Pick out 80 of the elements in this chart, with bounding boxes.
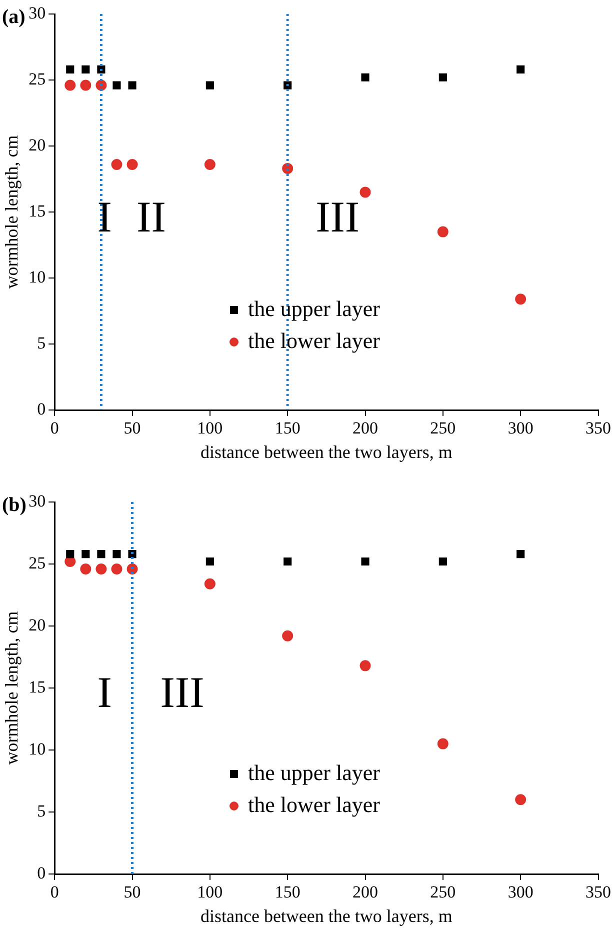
x-tick-label: 250 — [430, 882, 456, 902]
y-tick-label: 0 — [37, 399, 46, 418]
point — [360, 186, 371, 198]
y-tick-label: 25 — [28, 69, 46, 88]
point — [437, 226, 448, 238]
x-tick-label: 150 — [274, 418, 300, 438]
legend-label: the lower layer — [248, 328, 381, 353]
point — [97, 550, 106, 558]
point — [284, 557, 292, 566]
x-tick-label: 100 — [197, 882, 223, 902]
point — [128, 81, 136, 90]
x-tick-label: 150 — [274, 882, 300, 902]
point — [96, 563, 107, 574]
point — [206, 557, 214, 566]
point — [97, 65, 106, 74]
point — [204, 158, 216, 170]
point — [284, 81, 292, 90]
point — [66, 550, 74, 558]
point — [204, 578, 216, 590]
annotation: II — [136, 192, 166, 242]
point — [66, 65, 74, 74]
point — [111, 563, 122, 574]
y-tick-label: 10 — [28, 267, 46, 286]
point — [126, 158, 138, 170]
point — [438, 73, 447, 82]
point — [438, 557, 447, 566]
point — [206, 81, 214, 90]
y-tick-label: 10 — [28, 739, 46, 758]
x-tick-label: 250 — [430, 418, 456, 438]
point — [360, 660, 371, 672]
y-tick-label: 0 — [37, 863, 46, 882]
x-tick-label: 200 — [352, 882, 378, 902]
x-tick-label: 300 — [508, 418, 534, 438]
point — [516, 65, 525, 74]
x-tick-label: 350 — [586, 418, 611, 438]
x-tick-label: 350 — [586, 882, 611, 902]
y-tick-label: 15 — [28, 677, 46, 696]
point — [437, 738, 448, 750]
point — [111, 158, 122, 170]
point — [361, 557, 370, 566]
point — [515, 294, 526, 305]
point — [282, 630, 294, 642]
annotation: I — [97, 192, 112, 242]
point — [361, 73, 370, 82]
x-axis-title: distance between the two layers, m — [200, 442, 452, 462]
chart-title: (b) — [2, 494, 26, 516]
y-tick-label: 30 — [28, 491, 46, 510]
point — [64, 80, 76, 91]
x-tick-label: 50 — [124, 882, 141, 902]
x-axis-title: distance between the two layers, m — [200, 906, 452, 926]
y-tick-label: 20 — [28, 615, 46, 634]
chart-title: (a) — [2, 6, 26, 28]
annotation: III — [316, 192, 360, 242]
y-axis-title: wormhole length, cm — [2, 611, 22, 765]
y-tick-label: 15 — [28, 201, 46, 220]
point — [112, 81, 121, 90]
point — [80, 563, 92, 574]
point — [515, 794, 526, 806]
legend-label: the upper layer — [248, 296, 381, 321]
point — [82, 550, 90, 558]
x-tick-label: 0 — [50, 418, 59, 438]
annotation: I — [97, 668, 112, 718]
x-tick-label: 300 — [508, 882, 534, 902]
point — [516, 550, 525, 558]
annotation: III — [160, 668, 204, 718]
y-tick-label: 5 — [37, 801, 46, 820]
x-tick-label: 0 — [50, 882, 59, 902]
y-axis-title: wormhole length, cm — [2, 135, 22, 289]
y-tick-label: 25 — [28, 553, 46, 572]
point — [112, 550, 121, 558]
point — [80, 80, 92, 91]
y-tick-label: 20 — [28, 135, 46, 154]
x-tick-label: 200 — [352, 418, 378, 438]
legend-label: the lower layer — [248, 792, 381, 817]
y-tick-label: 30 — [28, 3, 46, 22]
legend-label: the upper layer — [248, 760, 381, 785]
y-tick-label: 5 — [37, 333, 46, 352]
x-tick-label: 100 — [197, 418, 223, 438]
point — [82, 65, 90, 74]
x-tick-label: 50 — [124, 418, 141, 438]
